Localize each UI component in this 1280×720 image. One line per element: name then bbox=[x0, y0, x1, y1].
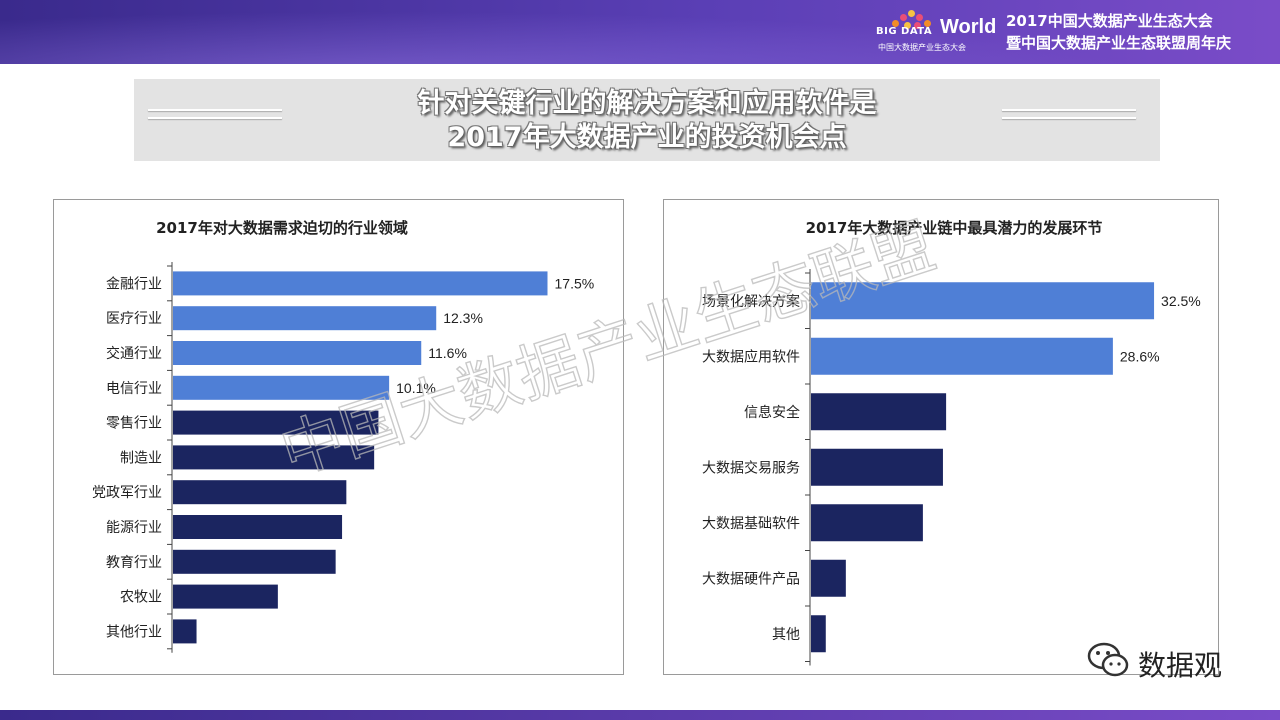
right-chart-panel: 2017年大数据产业链中最具潜力的发展环节场景化解决方案 32.5% 大数据应用软件… bbox=[663, 199, 1219, 675]
category-label: 其他行业 bbox=[106, 624, 162, 640]
category-label: 大数据应用软件 bbox=[702, 348, 800, 365]
value-label: 28.6% bbox=[1120, 348, 1160, 364]
headline-line1: 针对关键行业的解决方案和应用软件是 bbox=[417, 88, 877, 119]
bar-7 bbox=[811, 615, 826, 653]
category-label: 大数据交易服务 bbox=[702, 459, 800, 476]
bar-4 bbox=[811, 448, 943, 486]
conference-title-line1: 2017中国大数据产业生态大会 bbox=[1006, 12, 1213, 30]
value-label: 11.6% bbox=[428, 345, 467, 361]
big-data-world-logo: BIG DATA World 中国大数据产业生态大会 bbox=[876, 8, 998, 56]
category-label: 能源行业 bbox=[106, 520, 162, 536]
conference-title-line2: 暨中国大数据产业生态联盟周年庆 bbox=[1006, 34, 1232, 52]
category-label: 大数据基础软件 bbox=[702, 515, 800, 532]
bar-6 bbox=[811, 559, 846, 597]
value-label: 10.1% bbox=[396, 380, 436, 396]
category-label: 交通行业 bbox=[106, 345, 162, 362]
bar-10 bbox=[173, 584, 278, 609]
bar-8 bbox=[173, 515, 343, 539]
chart-title: 2017年对大数据需求迫切的行业领域 bbox=[156, 219, 408, 237]
banner-wave-decoration bbox=[0, 0, 1280, 64]
bar-4 bbox=[173, 375, 390, 400]
category-label: 农牧业 bbox=[120, 590, 162, 606]
headline-box: 针对关键行业的解决方案和应用软件是 2017年大数据产业的投资机会点 bbox=[134, 79, 1160, 161]
wechat-account: 数据观 bbox=[1086, 640, 1246, 684]
headline-text: 针对关键行业的解决方案和应用软件是 2017年大数据产业的投资机会点 bbox=[314, 87, 980, 155]
category-label: 党政军行业 bbox=[92, 485, 162, 501]
headline-right-lines bbox=[1002, 109, 1136, 129]
category-label: 零售行业 bbox=[106, 416, 162, 432]
category-label: 其他 bbox=[772, 627, 800, 643]
bar-11 bbox=[173, 619, 197, 644]
logo-subtitle: 中国大数据产业生态大会 bbox=[878, 43, 966, 52]
bottom-band bbox=[0, 710, 1280, 720]
bar-9 bbox=[173, 549, 336, 574]
value-label: 17.5% bbox=[555, 275, 595, 291]
logo-big-text: BIG DATA bbox=[876, 26, 933, 37]
logo-dots-icon bbox=[892, 10, 932, 32]
bar-6 bbox=[173, 445, 375, 470]
bar-1 bbox=[811, 282, 1155, 320]
bar-5 bbox=[811, 504, 923, 542]
category-label: 大数据硬件产品 bbox=[702, 571, 800, 587]
left-chart-panel: 2017年对大数据需求迫切的行业领域金融行业 17.5% 医疗行业 12.3% 交通行业… bbox=[53, 199, 624, 675]
top-banner: BIG DATA World 中国大数据产业生态大会 2017中国大数据产业生态… bbox=[0, 0, 1280, 64]
bar-3 bbox=[173, 341, 422, 365]
bar-3 bbox=[811, 393, 947, 431]
category-label: 信息安全 bbox=[744, 404, 800, 421]
value-label: 32.5% bbox=[1161, 293, 1201, 309]
headline-line2: 2017年大数据产业的投资机会点 bbox=[447, 122, 847, 153]
category-label: 医疗行业 bbox=[106, 311, 162, 327]
wechat-account-name: 数据观 bbox=[1138, 649, 1223, 682]
logo-world-text: World bbox=[940, 16, 997, 38]
category-label: 电信行业 bbox=[106, 381, 162, 397]
wechat-icon bbox=[1087, 642, 1129, 677]
category-label: 教育行业 bbox=[106, 555, 162, 571]
category-label: 金融行业 bbox=[106, 276, 162, 292]
category-label: 制造业 bbox=[120, 450, 162, 466]
category-label: 场景化解决方案 bbox=[702, 293, 800, 310]
bar-7 bbox=[173, 480, 347, 505]
bar-1 bbox=[173, 271, 548, 296]
bar-2 bbox=[173, 306, 437, 331]
chart-title: 2017年大数据产业链中最具潜力的发展环节 bbox=[806, 219, 1103, 237]
bar-2 bbox=[811, 337, 1113, 375]
headline-left-lines bbox=[148, 109, 282, 129]
bar-5 bbox=[173, 410, 379, 435]
value-label: 12.3% bbox=[443, 310, 483, 326]
conference-title: 2017中国大数据产业生态大会 暨中国大数据产业生态联盟周年庆 bbox=[1006, 10, 1276, 54]
